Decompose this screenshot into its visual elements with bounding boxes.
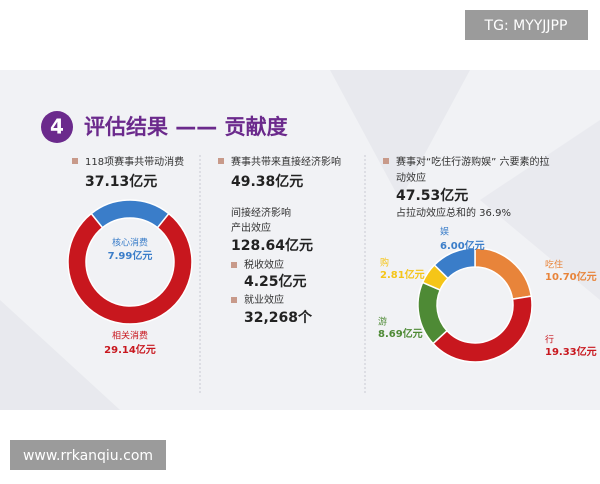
watermark: TG: MYYJJPP [484, 18, 568, 34]
value: 37.13亿元 [85, 173, 157, 190]
segment-value: 10.70亿元 [545, 270, 597, 283]
site-box [10, 440, 166, 470]
segment-label: 购 [380, 257, 389, 269]
site: www.rrkanqiu.com [23, 448, 153, 464]
deco [330, 70, 470, 200]
segment-label: 吃住 [545, 259, 563, 271]
label: 间接经济影响 [231, 206, 291, 219]
badge-number: 4 [50, 115, 64, 139]
label: 118项赛事共带动消费 [85, 155, 184, 168]
value: 49.38亿元 [231, 173, 303, 190]
badge [41, 111, 73, 143]
bullet [218, 158, 224, 164]
value: 32,268个 [244, 309, 313, 326]
label: 赛事对“吃住行游购娱” 六要素的拉 [396, 155, 550, 168]
deco [480, 120, 600, 300]
deco [0, 300, 120, 410]
watermark-box [465, 10, 588, 40]
value: 128.64亿元 [231, 237, 313, 254]
label: 就业效应 [244, 293, 284, 306]
label: 产出效应 [231, 221, 271, 234]
value: 47.53亿元 [396, 187, 468, 204]
segment-label: 相关消费 [112, 330, 148, 342]
bullet [72, 158, 78, 164]
segment-label: 核心消费 [112, 237, 148, 249]
segment-label: 行 [545, 334, 554, 346]
segment-value: 19.33亿元 [545, 345, 597, 358]
segment-value: 7.99亿元 [108, 249, 153, 262]
segment-value: 6.00亿元 [440, 239, 485, 252]
segment-label: 游 [378, 316, 387, 328]
segment-value: 8.69亿元 [378, 327, 423, 340]
bullet [383, 158, 389, 164]
value: 4.25亿元 [244, 273, 307, 290]
label: 税收效应 [244, 258, 284, 271]
bullet [231, 297, 237, 303]
donut-segment [431, 295, 533, 363]
label: 动效应 [396, 171, 426, 184]
donut-segment [67, 212, 193, 325]
segment-value: 29.14亿元 [104, 343, 156, 356]
donut-segment [433, 247, 476, 280]
bullet [231, 262, 237, 268]
title: 评估结果 —— 贡献度 [84, 115, 288, 139]
label: 赛事共带来直接经济影响 [231, 155, 341, 168]
segment-label: 娱 [440, 226, 449, 238]
share: 占拉动效应总和的 36.9% [396, 206, 511, 219]
segment-value: 2.81亿元 [380, 268, 425, 281]
